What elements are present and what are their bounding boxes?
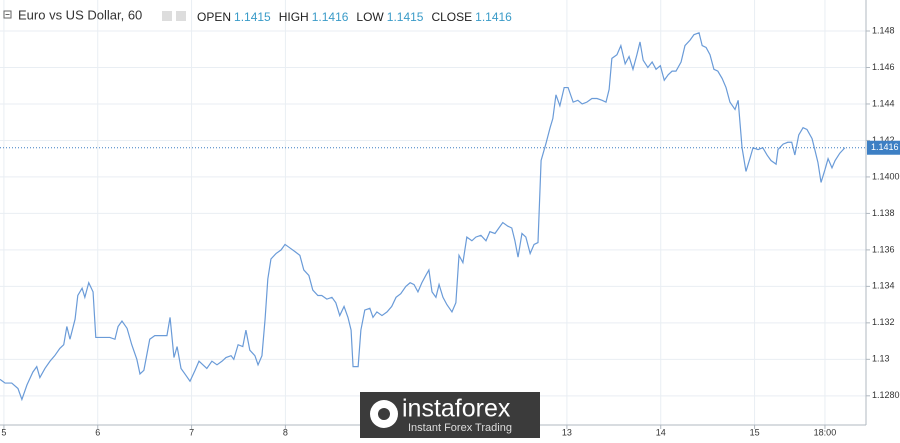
y-tick-label: 1.1400 bbox=[872, 171, 900, 181]
ohlc-legend: OPEN 1.1415 HIGH 1.1416 LOW 1.1415 CLOSE 1.1416 bbox=[197, 10, 512, 24]
header: Euro vs US Dollar, 60 bbox=[3, 7, 186, 22]
x-tick-label: 15 bbox=[750, 427, 760, 437]
x-tick-label: 5 bbox=[1, 427, 6, 437]
close-icon[interactable] bbox=[176, 11, 186, 21]
x-tick-label: 6 bbox=[95, 427, 100, 437]
y-tick-label: 1.132 bbox=[872, 317, 895, 327]
ohlc-label: HIGH bbox=[279, 10, 309, 24]
logo-gear-hole bbox=[378, 408, 390, 420]
ohlc-label: LOW bbox=[356, 10, 384, 24]
axes-layer: 1.1280 1.13 1.132 1.134 1.136 1.138 1.1400 1.14… bbox=[1, 25, 900, 437]
x-tick-label: 8 bbox=[283, 427, 288, 437]
ohlc-value: 1.1415 bbox=[234, 10, 271, 24]
chart-title: Euro vs US Dollar, 60 bbox=[18, 7, 142, 22]
y-tick-label: 1.142 bbox=[872, 135, 895, 145]
settings-icon[interactable] bbox=[162, 11, 172, 21]
price-line bbox=[0, 32, 846, 402]
ohlc-label: CLOSE bbox=[431, 10, 472, 24]
ohlc-label: OPEN bbox=[197, 10, 231, 24]
x-tick-label: 18:00 bbox=[814, 427, 837, 437]
last-price-label: 1.1416 bbox=[871, 142, 899, 152]
brand-logo: instaforex Instant Forex Trading bbox=[360, 392, 540, 438]
ohlc-value: 1.1415 bbox=[387, 10, 424, 24]
x-tick-label: 7 bbox=[189, 427, 194, 437]
x-tick-label: 13 bbox=[562, 427, 572, 437]
y-tick-label: 1.136 bbox=[872, 244, 895, 254]
y-tick-label: 1.148 bbox=[872, 25, 895, 35]
y-tick-label: 1.134 bbox=[872, 281, 895, 291]
last-price-box bbox=[867, 140, 900, 155]
logo-brand: instaforex bbox=[402, 395, 511, 423]
ohlc-value: 1.1416 bbox=[312, 10, 349, 24]
x-tick-label: 14 bbox=[656, 427, 666, 437]
y-tick-label: 1.146 bbox=[872, 62, 895, 72]
y-tick-label: 1.1280 bbox=[872, 390, 900, 400]
ohlc-value: 1.1416 bbox=[475, 10, 512, 24]
plot-layer bbox=[0, 32, 866, 402]
y-tick-label: 1.13 bbox=[872, 354, 890, 364]
grid-layer bbox=[0, 0, 866, 425]
logo-tagline: Instant Forex Trading bbox=[408, 422, 512, 434]
y-tick-label: 1.138 bbox=[872, 208, 895, 218]
collapse-icon[interactable] bbox=[3, 10, 12, 19]
y-tick-label: 1.144 bbox=[872, 98, 895, 108]
